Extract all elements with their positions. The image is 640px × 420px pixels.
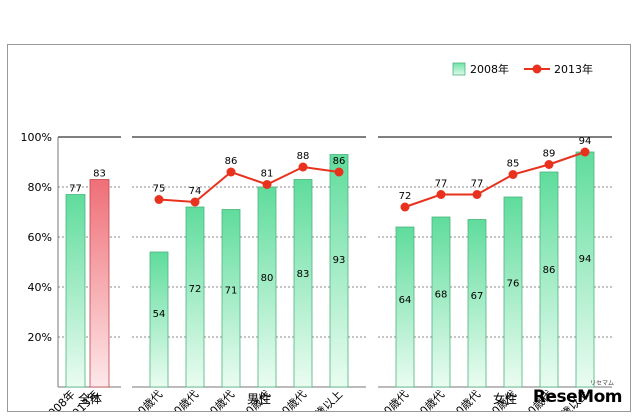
- line-point-2013: [580, 147, 590, 157]
- line-point-2013: [334, 167, 344, 177]
- bar-2008: [503, 196, 523, 388]
- bar-2008: [431, 216, 451, 388]
- bar-value-label: 64: [399, 295, 412, 306]
- resemom-logo: ReseMom: [532, 387, 623, 407]
- bar-value-label: 83: [297, 269, 310, 280]
- y-tick-label: 100%: [21, 131, 52, 144]
- line-point-2013: [226, 167, 236, 177]
- bar-2008: [185, 206, 205, 388]
- line-point-2013: [190, 197, 200, 207]
- group-label: 女性: [493, 391, 517, 406]
- line-value-label: 72: [399, 191, 412, 202]
- group-label: 全体: [78, 391, 102, 406]
- x-tick-label: 30歳代: [166, 388, 201, 411]
- line-point-2013: [262, 180, 272, 189]
- bar-2008: [149, 251, 169, 388]
- y-tick-label: 60%: [28, 231, 52, 244]
- bar-value-label: 71: [225, 285, 238, 296]
- x-tick-label: 40歳代: [448, 388, 483, 411]
- bar-value-label: 86: [543, 265, 556, 276]
- line-value-label: 81: [261, 169, 274, 180]
- bar-value-label: 93: [333, 255, 346, 266]
- line-value-label: 77: [471, 179, 484, 190]
- line-point-2013: [472, 190, 482, 199]
- legend-swatch-2008: [452, 62, 466, 76]
- legend-label-2013: 2013年: [554, 62, 593, 76]
- x-tick-label: 70歳以上: [303, 388, 345, 411]
- line-value-label: 77: [435, 179, 448, 190]
- bar-2008: [329, 154, 349, 388]
- blurred-header-strip: [0, 0, 640, 30]
- line-value-label: 74: [189, 186, 202, 197]
- bar-value-label: 68: [435, 290, 448, 301]
- legend-marker-2013: [532, 64, 542, 74]
- line-value-label: 85: [507, 159, 520, 170]
- bar-2008: [257, 186, 277, 388]
- x-tick-label: 40歳代: [202, 388, 237, 411]
- series-line-2013: [404, 151, 586, 208]
- series-line-2013: [158, 165, 340, 204]
- bar-2008: [539, 171, 559, 388]
- bar-2008: [395, 226, 415, 388]
- bar-value-label: 76: [507, 279, 520, 290]
- y-tick-label: 20%: [28, 331, 52, 344]
- bar-2008: [467, 219, 487, 388]
- bar-2008: [575, 151, 595, 388]
- logo-subtext: リセマム: [589, 380, 614, 387]
- bar-value-label: 54: [153, 309, 166, 320]
- line-value-label: 94: [579, 136, 592, 147]
- y-tick-label: 40%: [28, 281, 52, 294]
- line-value-label: 88: [297, 151, 310, 162]
- line-point-2013: [154, 195, 164, 204]
- bar-value-label: 83: [93, 169, 106, 180]
- bar-value-label: 77: [69, 184, 82, 195]
- bar-value-label: 72: [189, 284, 202, 295]
- line-point-2013: [436, 190, 446, 199]
- line-point-2013: [508, 170, 518, 179]
- line-value-label: 86: [333, 156, 346, 167]
- legend-label-2008: 2008年: [470, 62, 509, 76]
- chart-frame: 20% 40% 60% 80% 100% 77 2008年 83 2013年全体 54 20歳代 7…: [7, 44, 631, 412]
- x-tick-label: 30歳代: [412, 388, 447, 411]
- x-tick-label: 20歳代: [376, 388, 411, 411]
- x-tick-label: 20歳代: [130, 388, 165, 411]
- group-label: 男性: [247, 392, 271, 406]
- line-value-label: 86: [225, 156, 238, 167]
- bar-2008: [293, 179, 313, 388]
- line-value-label: 89: [543, 149, 556, 160]
- bar-total-0: [65, 194, 86, 388]
- x-tick-label: 60歳代: [274, 388, 309, 411]
- bar-value-label: 94: [579, 254, 592, 265]
- line-point-2013: [400, 202, 410, 212]
- line-point-2013: [298, 162, 308, 172]
- line-point-2013: [544, 160, 554, 169]
- bar-total-1: [89, 179, 110, 388]
- y-tick-label: 80%: [28, 181, 52, 194]
- line-value-label: 75: [153, 184, 166, 195]
- bar-value-label: 67: [471, 291, 484, 302]
- bar-2008: [221, 209, 241, 388]
- bar-value-label: 80: [261, 273, 274, 284]
